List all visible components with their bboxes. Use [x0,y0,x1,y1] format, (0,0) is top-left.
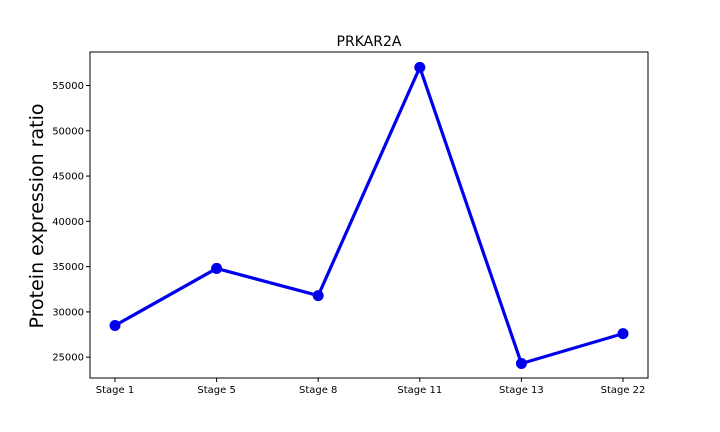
data-point [109,319,121,331]
y-tick-label: 55000 [52,81,84,92]
y-tick-label: 50000 [52,126,84,137]
y-tick-label: 45000 [52,172,84,183]
x-tick-label: Stage 11 [397,385,442,396]
data-point [414,61,426,73]
x-tick-label: Stage 1 [96,385,134,396]
data-point [312,290,324,302]
y-tick-label: 30000 [52,307,84,318]
x-tick-label: Stage 22 [601,385,646,396]
y-tick-label: 40000 [52,217,84,228]
y-tick-label: 35000 [52,262,84,273]
y-tick-label: 25000 [52,353,84,364]
x-tick-label: Stage 13 [499,385,544,396]
x-tick-label: Stage 5 [197,385,235,396]
plot-frame [89,51,649,379]
series-line [114,65,624,366]
data-point [211,262,223,274]
x-tick-label: Stage 8 [299,385,337,396]
plot-area: 25000 30000 35000 40000 45000 50000 55000 Stage… [52,61,646,396]
chart-title: PRKAR2A [337,34,402,50]
y-axis-label: Protein expression ratio [26,104,48,329]
data-point [617,328,629,340]
data-point [515,358,527,370]
